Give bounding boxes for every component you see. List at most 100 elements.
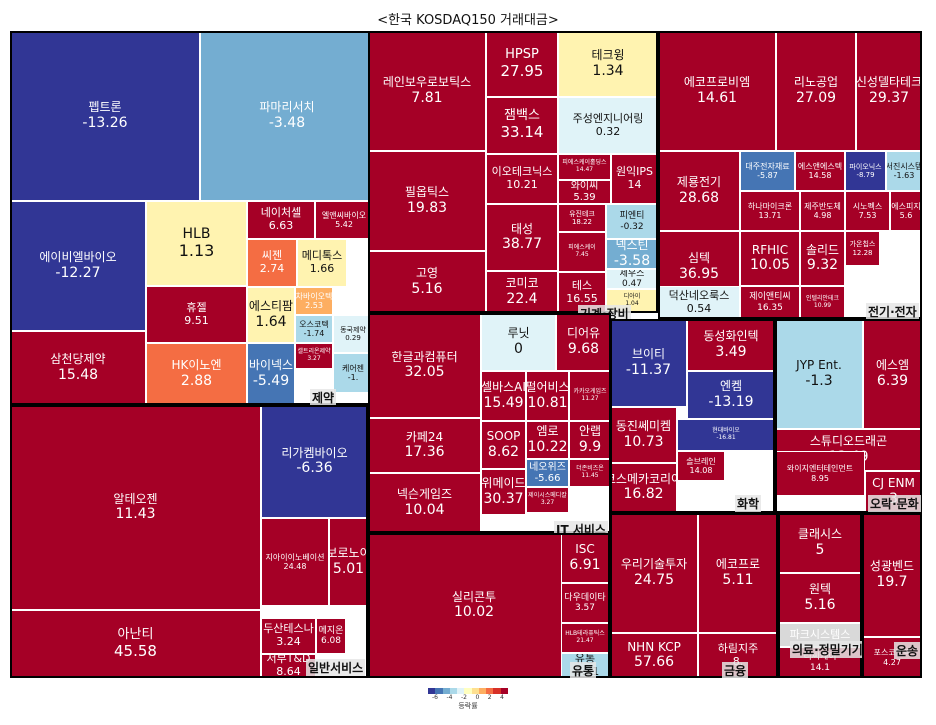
tile-value: 5 <box>815 541 825 558</box>
tile-value: 17.36 <box>404 444 445 461</box>
tile-name: 에코프로비엠 <box>683 75 751 90</box>
treemap-tile: 유진테크 18.22 <box>558 204 606 232</box>
tile-name: 엘앤씨바이오 <box>321 210 367 220</box>
treemap-tile: 에스티팜 1.64 <box>247 287 295 343</box>
legend-swatch <box>493 688 501 694</box>
tile-value: 5.39 <box>573 192 596 203</box>
treemap-tile: 씨젠 2.74 <box>247 239 297 287</box>
tile-value: 10.22 <box>527 438 568 455</box>
tile-name: 파크시스템스 <box>789 627 851 641</box>
treemap-tile: ISC 6.91 <box>561 533 609 583</box>
legend-tick: 4 <box>500 694 504 701</box>
tile-value: 24.48 <box>283 562 307 571</box>
treemap-tile: 고영 5.16 <box>368 251 486 313</box>
treemap-tile: 브이티 -11.37 <box>610 319 687 407</box>
tile-name: 솔리드 <box>805 242 840 257</box>
tile-value: 0.32 <box>595 124 621 138</box>
tile-value: 3.27 <box>540 499 555 506</box>
tile-value: 7.53 <box>858 211 877 220</box>
tile-name: 제룡전기 <box>676 175 722 190</box>
tile-value: 15.49 <box>483 394 524 411</box>
tile-value: 28.68 <box>678 189 720 206</box>
tile-name: 덕산네오룩스 <box>668 288 730 302</box>
treemap-tile: 신성델타테크 29.37 <box>856 31 922 151</box>
treemap-tile: 오스코텍 -1.74 <box>295 315 333 343</box>
treemap-tile: 인텔리안테크 10.99 <box>800 286 845 319</box>
treemap-tile: 동진쎄미켐 10.73 <box>610 407 677 463</box>
tile-name: 필옵틱스 <box>404 185 450 200</box>
sector-label: 금융 <box>722 662 749 678</box>
legend-swatch <box>435 688 443 694</box>
treemap-tile: 삼천당제약 15.48 <box>10 331 146 405</box>
treemap-tile: 에코프로비엠 14.61 <box>658 31 776 151</box>
tile-value: 5.16 <box>804 596 836 613</box>
treemap-tile: 안랩 9.9 <box>569 421 611 459</box>
tile-value: 9.9 <box>578 438 602 455</box>
tile-name: 솔브레인 <box>686 456 716 466</box>
treemap-tile: 디어유 9.68 <box>556 313 611 371</box>
tile-name: SOOP <box>486 429 521 444</box>
treemap-tile: 대주전자재료 -5.87 <box>740 151 795 191</box>
legend-title: 등락률 <box>458 702 478 710</box>
tile-name: 주성엔지니어링 <box>572 111 644 125</box>
legend-swatch <box>486 688 494 694</box>
tile-name: 이오테크닉스 <box>491 165 553 179</box>
treemap-tile: 더존비즈온 11.45 <box>569 459 611 487</box>
tile-name: 코스메카코리아 <box>611 471 676 486</box>
treemap-tile: 와이씨 5.39 <box>558 180 611 204</box>
tile-name: 브이티 <box>631 347 666 362</box>
tile-value: 11.43 <box>115 506 156 523</box>
tile-value: 1.13 <box>178 241 215 261</box>
tile-name: 위메이드 <box>481 476 526 491</box>
tile-value: 6.63 <box>268 219 294 232</box>
tile-value: 10.05 <box>749 257 791 274</box>
treemap-tile: 와이지엔터테인먼트 8.95 <box>775 451 865 496</box>
tile-value: 3.49 <box>715 343 747 360</box>
tile-value: -5.87 <box>757 171 778 180</box>
treemap-tile: 테크윙 1.34 <box>558 31 658 97</box>
tile-value: 33.14 <box>500 123 544 142</box>
tile-name: 삼천당제약 <box>50 352 106 367</box>
legend-tick: 2 <box>487 694 492 701</box>
legend-swatch <box>500 688 508 694</box>
legend-ticks: -6 -4 -2 0 2 4 <box>428 694 508 701</box>
tile-name: 리노공업 <box>793 75 839 90</box>
tile-name: 와이지엔터테인먼트 <box>786 464 854 474</box>
sector-label: 제약 <box>310 389 337 406</box>
treemap-tile: 한글과컴퓨터 32.05 <box>368 313 481 418</box>
sector-label: 화학 <box>735 495 762 512</box>
treemap-tile: 잼백스 33.14 <box>486 97 558 154</box>
tile-name: 테크윙 <box>591 48 625 63</box>
tile-name: 에스앤에스텍 <box>797 161 843 171</box>
tile-name: 코미코 <box>505 276 539 291</box>
tile-value: 1.04 <box>625 300 639 307</box>
tile-value: 9.32 <box>806 257 839 274</box>
tile-name: 에스피지 <box>891 201 921 211</box>
treemap-tile: 바이넥스 -5.49 <box>247 343 295 405</box>
tile-name: 다우데이타 <box>564 592 606 603</box>
tile-value: 4.98 <box>813 211 832 220</box>
tile-value: 11.27 <box>581 395 599 402</box>
treemap-tile: 리가켐바이오 -6.36 <box>261 405 368 518</box>
tile-value: 2.88 <box>180 372 213 389</box>
tile-value: 14.58 <box>808 171 832 180</box>
treemap-tile: 파마리서치 -3.48 <box>200 31 374 201</box>
tile-value: -11.37 <box>625 361 672 378</box>
tile-name: 서부T&D <box>266 654 311 666</box>
tile-name: 피에스케이홀딩스 <box>562 159 607 167</box>
tile-name: 잼백스 <box>504 108 540 124</box>
tile-name: 디어유 <box>566 326 601 341</box>
treemap-tile: 하나마이크론 13.71 <box>740 191 800 231</box>
tile-name: 레인보우로보틱스 <box>382 75 472 90</box>
treemap-tile: 메지온 6.08 <box>316 618 346 654</box>
treemap-tile: 넥슨게임즈 10.04 <box>368 473 481 533</box>
tile-value: 27.95 <box>500 61 544 80</box>
tile-name: 피엔티 <box>619 211 645 222</box>
tile-name: 에이비엘바이오 <box>39 250 117 265</box>
treemap-tile: 넥스틴 -3.58 <box>606 239 658 269</box>
legend-tick: 0 <box>475 694 480 701</box>
treemap-tile: HLB테라퓨틱스 21.47 <box>561 623 609 653</box>
legend-swatch <box>478 688 487 694</box>
tile-name: 제우스 <box>619 269 645 279</box>
tile-value: 0 <box>514 340 523 357</box>
